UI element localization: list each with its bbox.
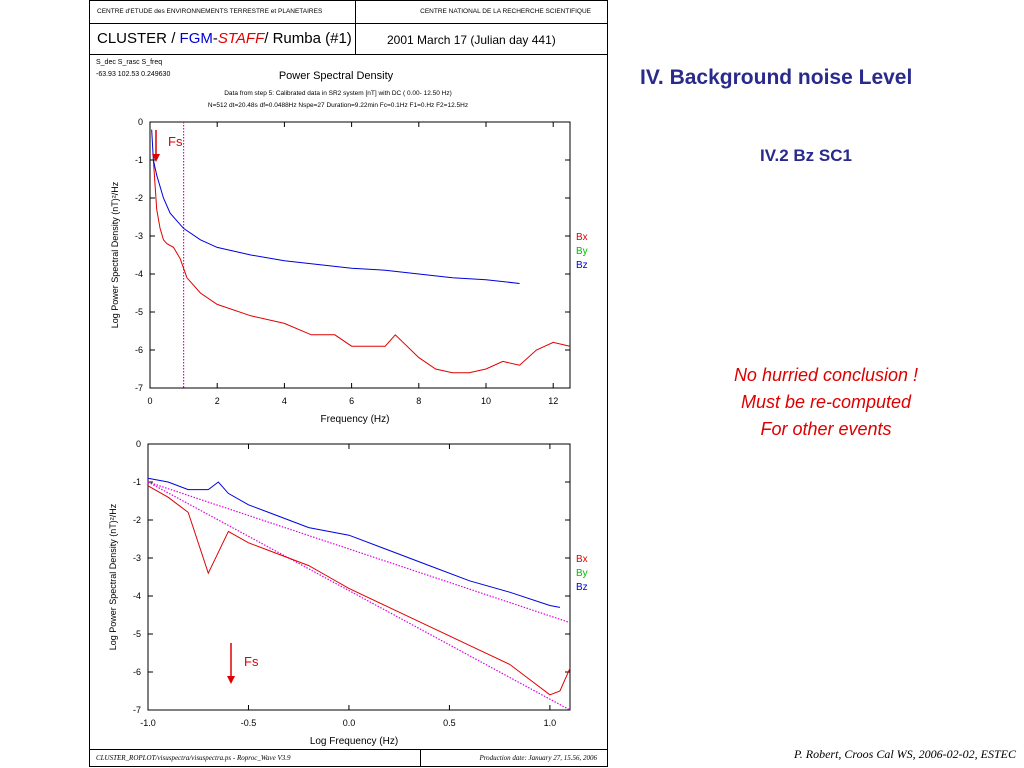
fs-arrow-head [152, 154, 160, 162]
y-axis-label: Log Power Spectral Density (nT)²/Hz [110, 181, 120, 328]
y-tick-label: -2 [133, 515, 141, 525]
legend-bx: Bx [576, 554, 588, 565]
y-axis-label: Log Power Spectral Density (nT)²/Hz [108, 503, 118, 650]
rumba-label: / Rumba (#1) [264, 30, 352, 47]
fs-annotation: Fs [244, 654, 259, 669]
series-bx-line [152, 159, 571, 374]
footer-divider [420, 750, 421, 766]
header-divider [355, 1, 356, 23]
param-values: -63.93 102.53 0.249630 [96, 71, 170, 78]
plot-frame [149, 121, 571, 389]
psd-log-chart: 0 -1 -2 -3 -4 -5 -6 -7 -1.0 -0.5 0.0 0.5 1.0 Log Freq… [108, 439, 588, 747]
psd-title: Power Spectral Density [279, 70, 394, 82]
slide-title: IV. Background noise Level [640, 66, 913, 89]
plot-footer: CLUSTER_ROPLOT/visuspectra/visuspectra.p… [90, 749, 607, 766]
x-tick-label: -0.5 [241, 718, 257, 728]
legend-bx: Bx [576, 232, 588, 243]
y-tick-label: 0 [138, 117, 143, 127]
series-bz-line [151, 129, 520, 284]
x-tick-label: 2 [215, 396, 220, 406]
mission-title: CLUSTER / FGM-STAFF/ Rumba (#1) [97, 30, 352, 47]
mission-title-bar: CLUSTER / FGM-STAFF/ Rumba (#1) 2001 Mar… [90, 24, 607, 55]
y-tick-label: -4 [133, 591, 141, 601]
slide-subtitle: IV.2 Bz SC1 [760, 146, 852, 165]
note-line-1: No hurried conclusion ! [733, 365, 919, 385]
y-tick-label: -2 [135, 193, 143, 203]
y-tick-label: -1 [135, 155, 143, 165]
dash: - [212, 30, 218, 47]
plot-frame [147, 443, 571, 711]
cluster-label: CLUSTER [97, 30, 168, 47]
x-tick-label: 0.0 [343, 718, 356, 728]
x-tick-label: 10 [481, 396, 491, 406]
y-tick-label: -1 [133, 477, 141, 487]
slide-credit: P. Robert, Croos Cal WS, 2006-02-02, EST… [793, 747, 1016, 761]
x-tick-label: 0.5 [443, 718, 456, 728]
y-tick-label: -7 [135, 383, 143, 393]
x-axis-label: Log Frequency (Hz) [310, 736, 398, 747]
fs-annotation: Fs [168, 134, 183, 149]
y-tick-label: -6 [133, 667, 141, 677]
y-tick-label: 0 [136, 439, 141, 449]
psd-linear-chart: 0 -1 -2 -3 -4 -5 -6 -7 0 2 4 6 8 10 12 Frequency (Hz) Lo… [110, 117, 588, 425]
legend-by: By [576, 568, 588, 579]
plot-panel: CENTRE d'ETUDE des ENVIRONNEMENTS TERRES… [89, 0, 608, 767]
institution-header: CENTRE d'ETUDE des ENVIRONNEMENTS TERRES… [90, 1, 607, 24]
x-axis-label: Frequency (Hz) [321, 414, 390, 425]
param-names: S_dec S_rasc S_freq [96, 59, 162, 66]
x-tick-label: -1.0 [140, 718, 156, 728]
psd-info-line2: N=512 dt=20.48s df=0.0488Hz Nspe=27 Dura… [208, 102, 468, 109]
header-left: CENTRE d'ETUDE des ENVIRONNEMENTS TERRES… [97, 8, 323, 15]
fit-line [147, 481, 571, 624]
x-tick-label: 6 [349, 396, 354, 406]
y-tick-label: -5 [133, 629, 141, 639]
legend-bz: Bz [576, 260, 588, 271]
series-bx-line [147, 485, 571, 696]
y-tick-label: -4 [135, 269, 143, 279]
y-tick-label: -5 [135, 307, 143, 317]
legend-by: By [576, 246, 588, 257]
fs-arrow-head [227, 676, 235, 684]
x-tick-label: 0 [147, 396, 152, 406]
psd-info-line1: Data from step 5: Calibrated data in SR2… [224, 90, 452, 97]
footer-right: Production date: January 27, 15.56, 2006 [479, 754, 597, 762]
footer-left: CLUSTER_ROPLOT/visuspectra/visuspectra.p… [96, 754, 291, 762]
x-tick-label: 8 [416, 396, 421, 406]
header-right: CENTRE NATIONAL DE LA RECHERCHE SCIENTIF… [420, 8, 591, 15]
series-bz-line [147, 477, 561, 608]
legend-bz: Bz [576, 582, 588, 593]
y-tick-label: -3 [135, 231, 143, 241]
x-tick-label: 12 [548, 396, 558, 406]
note-line-3: For other events [760, 419, 892, 439]
y-tick-label: -6 [135, 345, 143, 355]
y-tick-label: -7 [133, 705, 141, 715]
note-line-2: Must be re-computed [740, 392, 912, 412]
x-tick-label: 4 [282, 396, 287, 406]
staff-label: STAFF [217, 30, 265, 47]
observation-date: 2001 March 17 (Julian day 441) [387, 33, 556, 47]
sep1: / [171, 30, 176, 47]
fit-line [147, 481, 571, 711]
y-tick-label: -3 [133, 553, 141, 563]
x-tick-label: 1.0 [544, 718, 557, 728]
fgm-label: FGM [179, 30, 213, 47]
title-divider [355, 24, 356, 54]
